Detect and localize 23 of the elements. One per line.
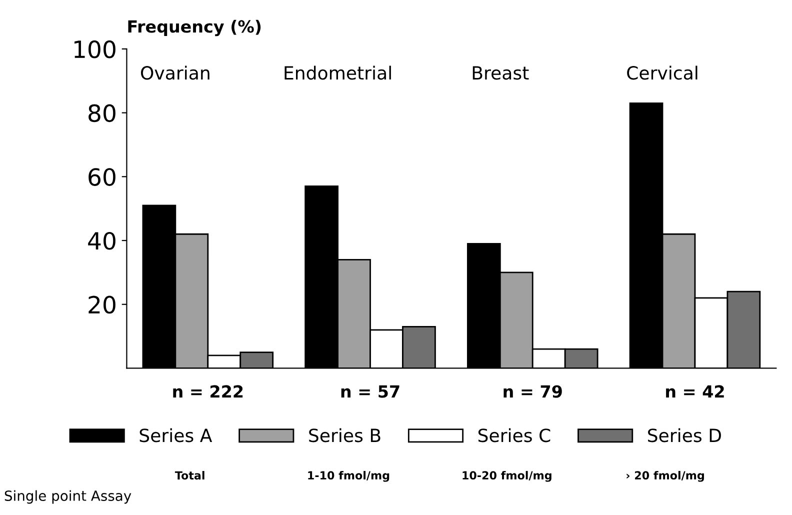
text: n = 57 [341,385,400,398]
legend-label: Series B [309,428,380,442]
text: n = 79 [504,385,562,398]
text: › 20 fmol/mg [626,470,704,482]
text: Single point Assay [4,490,132,504]
text: 1-10 fmol/mg [308,470,390,482]
text: n = 42 [666,385,724,398]
legend-label: Series A [140,428,212,442]
text: 10-20 fmol/mg [462,470,552,482]
legend-label: Series D [648,428,721,442]
y-tick-label: 20 [88,296,116,314]
x-tick-label: Breast [472,66,529,80]
x-tick-label: Endometrial [284,66,391,80]
x-tick-label: Cervical [627,66,698,80]
text: Total [174,471,204,480]
y-tick-label: 80 [88,104,116,122]
y-tick-label: 40 [88,232,116,250]
legend-label: Series C [478,428,550,442]
text: n = 222 [173,385,243,398]
y-tick-label: 60 [88,168,116,186]
y-axis-title: Frequency (%) [128,20,261,36]
x-tick-label: Ovarian [140,66,210,80]
y-tick-label: 100 [74,40,116,58]
